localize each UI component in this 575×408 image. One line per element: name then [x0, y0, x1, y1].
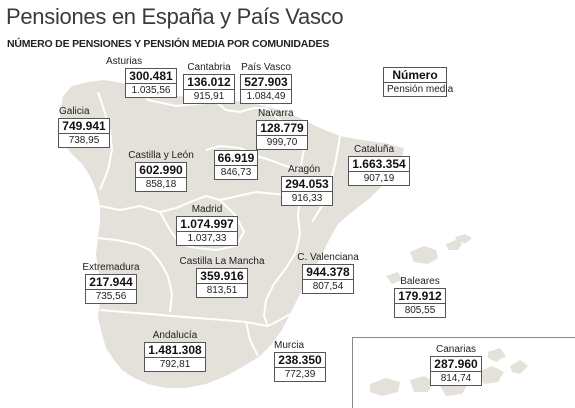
region-andalucia: Andalucía 1.481.308 792,81	[140, 330, 210, 372]
region-name: Baleares	[400, 276, 440, 287]
pensions-count: 287.960	[431, 357, 481, 372]
average-pension: 814,74	[440, 373, 472, 384]
pensions-count: 294.053	[282, 177, 332, 192]
average-pension: 858,18	[145, 179, 177, 190]
region-name: Navarra	[258, 108, 294, 119]
average-pension: 735,56	[95, 291, 127, 302]
page-subtitle: NÚMERO DE PENSIONES Y PENSIÓN MEDIA POR …	[7, 38, 330, 50]
region-name: País Vasco	[241, 62, 291, 73]
region-name: Murcia	[274, 340, 305, 351]
average-pension: 1.037,33	[187, 233, 227, 244]
region-name: Castilla y León	[128, 150, 194, 161]
pensions-count: 300.481	[126, 69, 176, 84]
region-values: 238.350 772,39	[274, 352, 326, 382]
region-madrid: Madrid 1.074.997 1.037,33	[176, 204, 238, 246]
region-cataluna: Cataluña 1.663.354 907,19	[346, 144, 412, 186]
region-name: Asturias	[106, 56, 143, 67]
average-pension: 1.035,56	[131, 85, 171, 96]
pensions-count: 217.944	[86, 275, 136, 290]
average-pension: 807,54	[312, 281, 344, 292]
region-canarias: Canarias 287.960 814,74	[428, 344, 484, 386]
average-pension: 846,73	[220, 167, 252, 178]
region-values: 136.012 915,91	[183, 74, 235, 104]
pensions-count: 749.941	[59, 119, 109, 134]
region-galicia: Galicia 749.941 738,95	[56, 106, 112, 148]
region-values: 749.941 738,95	[58, 118, 110, 148]
region-values: 287.960 814,74	[430, 356, 482, 386]
region-values: 602.990 858,18	[135, 162, 187, 192]
region-values: 527.903 1.084,49	[240, 74, 292, 104]
region-pais-vasco: País Vasco 527.903 1.084,49	[236, 62, 296, 104]
legend: Número Pensión media	[383, 67, 454, 97]
pensions-count: 1.663.354	[349, 157, 409, 172]
region-extremadura: Extremadura 217.944 735,56	[78, 262, 144, 304]
region-values: 294.053 916,33	[281, 176, 333, 206]
region-name: Cataluña	[354, 144, 395, 155]
region-name: Canarias	[435, 344, 477, 355]
pensions-count: 66.919	[214, 151, 258, 166]
region-castilla-la-mancha: Castilla La Mancha 359.916 813,51	[172, 256, 272, 298]
pensions-count: 128.779	[257, 121, 307, 136]
legend-box: Número Pensión media	[383, 67, 454, 97]
region-name: Aragón	[288, 164, 321, 175]
pensions-count: 1.074.997	[177, 217, 237, 232]
average-pension: 907,19	[363, 173, 395, 184]
canary-inset-frame	[352, 337, 575, 408]
region-values: 128.779 999,70	[256, 120, 308, 150]
page-title: Pensiones en España y País Vasco	[6, 4, 344, 29]
average-pension: 915,91	[193, 91, 225, 102]
region-name: Cantabria	[187, 62, 231, 73]
region-name: Castilla La Mancha	[179, 256, 265, 267]
region-castilla-leon: Castilla y León 602.990 858,18	[128, 150, 194, 192]
region-cantabria: Cantabria 136.012 915,91	[182, 62, 236, 104]
average-pension: 1.084,49	[246, 91, 286, 102]
region-baleares: Baleares 179.912 805,55	[390, 276, 450, 318]
region-values: 1.074.997 1.037,33	[176, 216, 238, 246]
canary-islands	[370, 348, 528, 396]
region-name: Extremadura	[82, 262, 140, 273]
region-name: Galicia	[59, 106, 90, 117]
pensions-count: 944.378	[303, 265, 353, 280]
average-pension: 805,55	[404, 305, 436, 316]
legend-average-label: Pensión media	[387, 84, 454, 95]
average-pension: 916,33	[291, 193, 323, 204]
average-pension: 792,81	[159, 359, 191, 370]
average-pension: 999,70	[266, 137, 298, 148]
region-values: 179.912 805,55	[394, 288, 446, 318]
average-pension: 738,95	[68, 135, 100, 146]
region-name: Madrid	[191, 204, 223, 215]
region-values: 359.916 813,51	[196, 268, 248, 298]
region-name: C. Valenciana	[297, 252, 359, 263]
region-values: 1.481.308 792,81	[144, 342, 206, 372]
average-pension: 813,51	[206, 285, 238, 296]
pensions-count: 136.012	[184, 75, 234, 90]
region-la-rioja: 66.919 846,73	[213, 150, 259, 180]
pensions-count: 359.916	[197, 269, 247, 284]
region-asturias: Asturias 300.481 1.035,56	[104, 56, 184, 98]
pensions-count: 527.903	[241, 75, 291, 90]
pensions-count: 1.481.308	[145, 343, 205, 358]
region-values: 1.663.354 907,19	[348, 156, 410, 186]
region-values: 300.481 1.035,56	[125, 68, 177, 98]
region-values: 66.919 846,73	[213, 150, 259, 180]
pensions-count: 179.912	[395, 289, 445, 304]
region-navarra: Navarra 128.779 999,70	[252, 108, 312, 150]
balearic-islands	[386, 234, 472, 284]
pensions-count: 238.350	[275, 353, 325, 368]
average-pension: 772,39	[284, 369, 316, 380]
region-values: 944.378 807,54	[302, 264, 354, 294]
pensions-count: 602.990	[136, 163, 186, 178]
legend-number-label: Número	[384, 68, 446, 83]
region-murcia: Murcia 238.350 772,39	[270, 340, 330, 382]
region-c-valenciana: C. Valenciana 944.378 807,54	[292, 252, 364, 294]
region-values: 217.944 735,56	[85, 274, 137, 304]
region-aragon: Aragón 294.053 916,33	[280, 164, 334, 206]
region-name: Andalucía	[152, 330, 198, 341]
